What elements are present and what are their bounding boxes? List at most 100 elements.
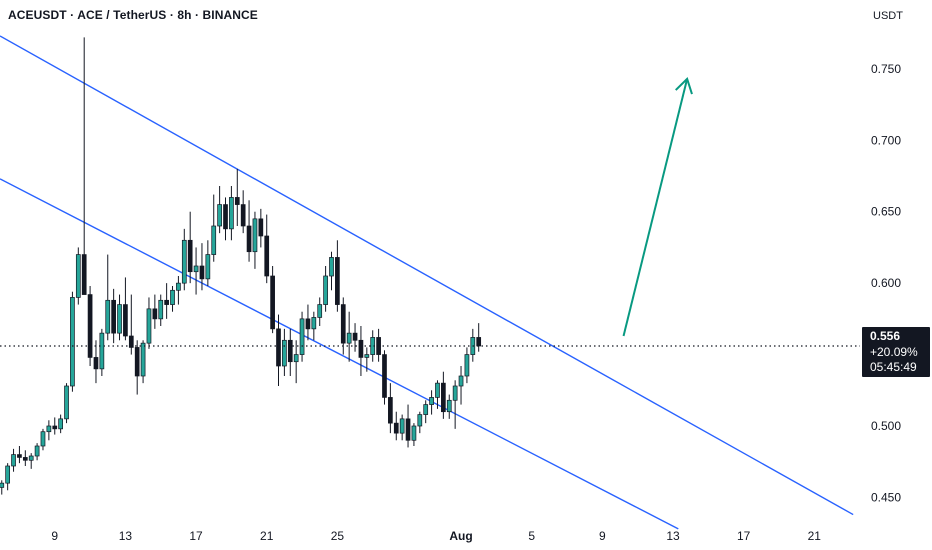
candle-body (93, 357, 99, 370)
candle-body (264, 235, 270, 277)
candle-body (452, 385, 458, 401)
candle-body (64, 385, 69, 420)
candle-body (340, 304, 346, 344)
candle-body (329, 257, 334, 277)
y-tick-label: 0.650 (871, 205, 901, 219)
candle-body (287, 339, 293, 363)
candle (140, 340, 146, 384)
candle-body (234, 197, 240, 205)
candle (223, 197, 228, 241)
candle-body (11, 454, 16, 467)
candle-body (199, 265, 205, 280)
candle-body (352, 332, 358, 341)
candle (293, 340, 299, 384)
candle-body (46, 425, 52, 433)
chart-title: ACEUSDT · ACE / TetherUS · 8h · BINANCE (8, 8, 258, 22)
candle-body (223, 204, 228, 230)
candle (199, 243, 205, 291)
x-tick-label: 9 (599, 529, 606, 543)
projection-arrow (622, 76, 693, 337)
candle (0, 480, 5, 495)
candle (358, 326, 364, 376)
arrow-shaft[interactable] (622, 78, 689, 337)
candle-body (117, 304, 122, 334)
candle (282, 328, 287, 376)
y-tick-label: 0.700 (871, 133, 901, 147)
candle-body (164, 299, 169, 305)
candle (234, 168, 240, 226)
candle (17, 446, 22, 464)
trendline-upper[interactable] (0, 35, 854, 516)
candle (441, 371, 446, 419)
candle-body (446, 399, 452, 413)
candle (187, 211, 193, 284)
candle (393, 411, 399, 441)
candle-body (423, 404, 429, 415)
candle (423, 400, 429, 424)
candle (93, 340, 99, 384)
x-axis: 9 13 17 21 25 Aug 5 9 13 17 21 (51, 529, 821, 543)
candle (352, 323, 358, 352)
candle-body (22, 457, 28, 461)
candle (28, 453, 34, 469)
x-tick-label: 21 (808, 529, 822, 543)
candle-body (75, 254, 81, 298)
candle-body (176, 282, 181, 291)
candle-body (258, 218, 264, 237)
candle (152, 294, 158, 329)
candle-body (181, 239, 187, 284)
candle-body (346, 332, 352, 344)
candles (0, 37, 482, 495)
candle (211, 194, 217, 262)
y-tick-label: 0.450 (871, 490, 901, 504)
candle-body (246, 225, 252, 253)
candle (40, 428, 46, 451)
candle-body (58, 418, 63, 430)
candle-body (323, 275, 328, 305)
candle-body (441, 382, 446, 413)
x-tick-label: 13 (666, 529, 680, 543)
candle-body (417, 414, 423, 427)
candle (417, 411, 423, 434)
candle-body (187, 239, 193, 273)
candle (58, 414, 63, 434)
candle-body (293, 354, 299, 363)
candle (46, 420, 52, 441)
candle (64, 383, 69, 424)
candle-body (276, 328, 281, 367)
candle (340, 297, 346, 355)
candle (329, 251, 334, 291)
candle-body (140, 342, 146, 377)
candle-body (240, 204, 246, 227)
candle (146, 297, 152, 349)
candle-body (123, 304, 128, 337)
candle-body (70, 297, 75, 387)
candle (299, 311, 305, 362)
candle-body (405, 418, 411, 441)
candle (164, 283, 169, 319)
candle (405, 404, 411, 448)
candle (105, 254, 111, 341)
candle-body (111, 299, 116, 334)
y-tick-label: 0.600 (871, 276, 901, 290)
candle (52, 417, 58, 435)
trendline-lower[interactable] (0, 178, 679, 530)
candle (382, 350, 387, 405)
candle (181, 228, 187, 291)
candle-body (128, 335, 134, 348)
last-price-label: 0.556 +20.09% 05:45:49 (862, 327, 930, 377)
trendlines (0, 35, 854, 530)
candle-body (476, 337, 482, 347)
candle-body (170, 289, 175, 305)
candle (376, 328, 381, 362)
candle (11, 448, 16, 472)
candle (452, 380, 458, 429)
candle (170, 286, 175, 312)
candle (323, 266, 328, 312)
candle-body (282, 339, 287, 367)
x-tick-label: 5 (528, 529, 535, 543)
candle-body (217, 204, 222, 227)
last-price-value: 0.556 (870, 329, 901, 343)
candle (158, 294, 164, 326)
